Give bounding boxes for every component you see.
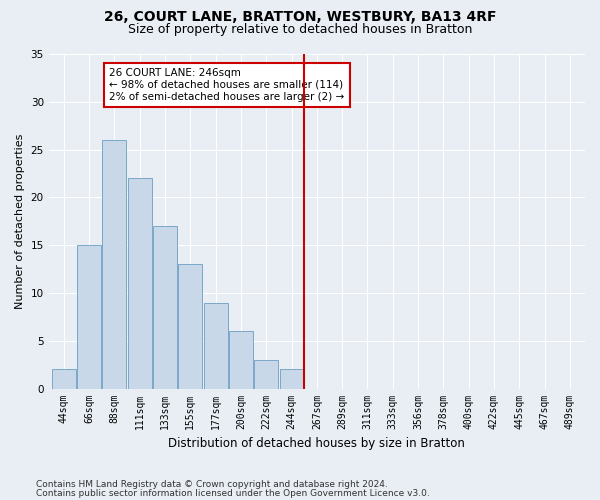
Bar: [52, 370, 76, 388]
Text: Size of property relative to detached houses in Bratton: Size of property relative to detached ho…: [128, 22, 472, 36]
Text: Contains HM Land Registry data © Crown copyright and database right 2024.: Contains HM Land Registry data © Crown c…: [36, 480, 388, 489]
Y-axis label: Number of detached properties: Number of detached properties: [15, 134, 25, 309]
Bar: [128, 178, 152, 388]
Bar: [254, 360, 278, 388]
Bar: [203, 302, 227, 388]
Text: 26 COURT LANE: 246sqm
← 98% of detached houses are smaller (114)
2% of semi-deta: 26 COURT LANE: 246sqm ← 98% of detached …: [109, 68, 344, 102]
Bar: [77, 245, 101, 388]
Bar: [280, 370, 304, 388]
Bar: [178, 264, 202, 388]
Text: 26, COURT LANE, BRATTON, WESTBURY, BA13 4RF: 26, COURT LANE, BRATTON, WESTBURY, BA13 …: [104, 10, 496, 24]
Text: Contains public sector information licensed under the Open Government Licence v3: Contains public sector information licen…: [36, 488, 430, 498]
Bar: [229, 331, 253, 388]
X-axis label: Distribution of detached houses by size in Bratton: Distribution of detached houses by size …: [169, 437, 465, 450]
Bar: [103, 140, 127, 388]
Bar: [153, 226, 177, 388]
